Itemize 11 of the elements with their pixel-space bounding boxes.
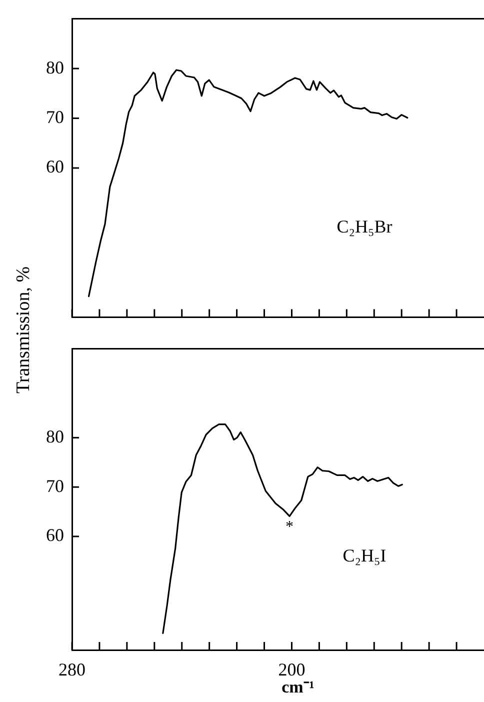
y-tick-label: 70 — [46, 107, 64, 127]
y-tick-label: 70 — [46, 476, 64, 496]
y-tick-label: 80 — [46, 57, 64, 78]
y-axis-title: Transmission, % — [13, 266, 35, 394]
x-tick-label: 280 — [58, 660, 86, 680]
text: C₂H₅I — [342, 545, 386, 566]
y-tick-label: 60 — [46, 156, 64, 177]
text: C₂H₅Br — [336, 216, 392, 236]
y-tick-label: 80 — [46, 426, 64, 446]
annotation: * — [286, 518, 294, 536]
y-tick-label: 60 — [46, 525, 64, 546]
